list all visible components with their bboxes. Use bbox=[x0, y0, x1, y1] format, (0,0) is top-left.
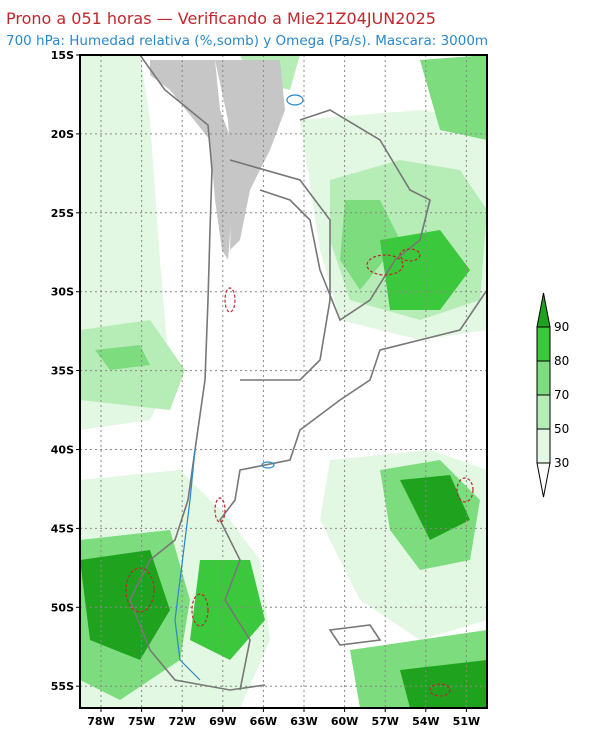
terrain-mask bbox=[150, 60, 235, 260]
lon-label: 66W bbox=[250, 715, 277, 728]
lat-label: 30S bbox=[51, 286, 74, 299]
omega-positive-contours bbox=[174, 94, 304, 681]
lat-label: 45S bbox=[51, 522, 74, 535]
subtitle: 700 hPa: Humedad relativa (%,somb) y Ome… bbox=[6, 33, 488, 49]
graticule bbox=[80, 55, 487, 708]
lon-label: 57W bbox=[371, 715, 398, 728]
map-frame bbox=[79, 54, 488, 709]
coastlines bbox=[129, 55, 487, 691]
terrain-mask bbox=[215, 60, 285, 250]
colorbar-label: 80 bbox=[554, 354, 569, 368]
lon-label: 72W bbox=[168, 715, 195, 728]
lat-label: 35S bbox=[51, 365, 74, 378]
humidity-shading bbox=[80, 55, 487, 708]
lat-label: 25S bbox=[51, 207, 74, 220]
colorbar-label: 70 bbox=[554, 388, 569, 402]
lon-label: 69W bbox=[209, 715, 236, 728]
colorbar-label: 50 bbox=[554, 422, 569, 436]
omega-contours bbox=[125, 248, 474, 697]
colorbar bbox=[536, 292, 551, 498]
map-field bbox=[80, 55, 487, 708]
lon-label: 75W bbox=[128, 715, 155, 728]
lon-label: 60W bbox=[331, 715, 358, 728]
lat-label: 15S bbox=[51, 49, 74, 62]
lat-label: 55S bbox=[51, 680, 74, 693]
lat-label: 20S bbox=[51, 128, 74, 141]
lon-label: 78W bbox=[87, 715, 114, 728]
colorbar-label: 90 bbox=[554, 320, 569, 334]
lat-label: 50S bbox=[51, 601, 74, 614]
lon-label: 63W bbox=[290, 715, 317, 728]
colorbar-label: 30 bbox=[554, 456, 569, 470]
lon-label: 54W bbox=[412, 715, 439, 728]
title: Prono a 051 horas — Verificando a Mie21Z… bbox=[6, 9, 436, 28]
lon-label: 51W bbox=[453, 715, 480, 728]
lat-label: 40S bbox=[51, 444, 74, 457]
